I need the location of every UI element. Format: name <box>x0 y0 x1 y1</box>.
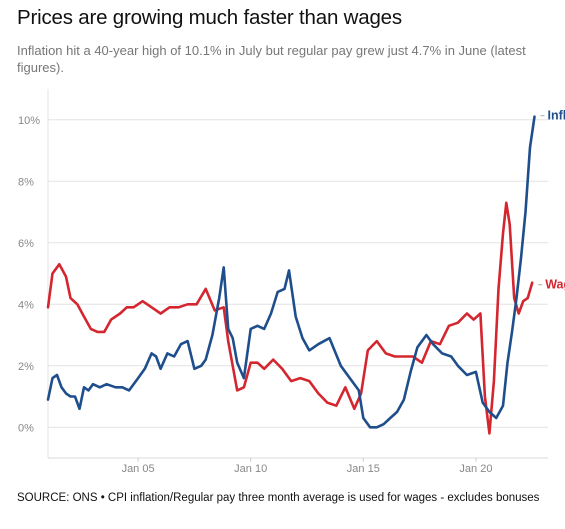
source-note: SOURCE: ONS • CPI inflation/Regular pay … <box>17 492 540 504</box>
y-tick-label: 10% <box>18 115 40 127</box>
line-chart: 0% 2% 4% 6% 8% 10% Jan 05 Jan 10 Jan 15 Jan 20 Wag… <box>18 89 565 475</box>
chart-title: Prices are growing much faster than wage… <box>17 6 402 29</box>
wage-growth-series-label: Wage growth <box>545 278 565 292</box>
series-layer <box>46 115 536 435</box>
y-tick-label: 8% <box>18 176 34 188</box>
y-tick-label: 4% <box>18 299 34 311</box>
y-tick-label: 2% <box>18 361 34 373</box>
y-tick-label: 6% <box>18 238 34 250</box>
chart-subtitle: Inflation hit a 40-year high of 10.1% in… <box>17 43 526 75</box>
x-tick-label: Jan 15 <box>347 463 380 475</box>
x-tick-label: Jan 20 <box>459 463 492 475</box>
x-tick-label: Jan 05 <box>122 463 155 475</box>
inflation-series-label: Inflation <box>547 109 565 123</box>
inflation-line <box>46 115 536 429</box>
label-layer: 0% 2% 4% 6% 8% 10% Jan 05 Jan 10 Jan 15 Jan 20 Wag… <box>18 109 565 475</box>
y-tick-label: 0% <box>18 422 34 434</box>
wage-growth-line <box>46 201 534 435</box>
grid-layer <box>47 89 548 462</box>
x-tick-label: Jan 10 <box>234 463 267 475</box>
